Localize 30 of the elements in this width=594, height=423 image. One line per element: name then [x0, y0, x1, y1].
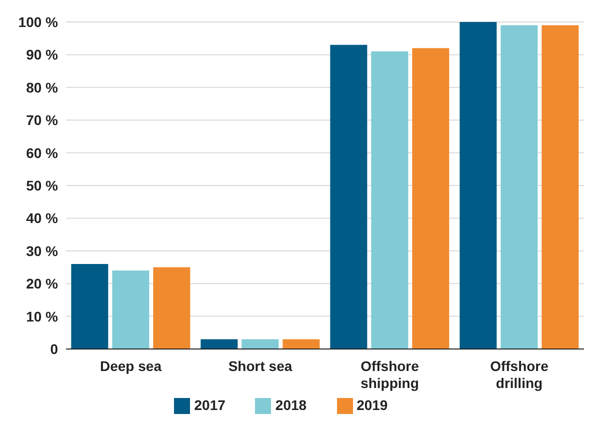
x-tick-label: Deep sea — [100, 358, 162, 374]
bar — [371, 51, 408, 349]
bar — [242, 339, 279, 349]
y-tick-label: 0 — [50, 340, 58, 357]
y-tick-label: 90 % — [26, 46, 59, 63]
y-tick-label: 100 % — [18, 14, 59, 30]
x-tick-label: Offshore shipping — [360, 358, 420, 391]
y-tick-label: 20 % — [26, 276, 59, 292]
bar — [542, 25, 579, 349]
y-tick-label: 60 % — [26, 144, 59, 161]
legend-label: 2017 — [194, 397, 226, 413]
y-tick-label: 70 % — [26, 112, 59, 128]
y-tick-label: 80 % — [26, 79, 59, 96]
bar — [112, 270, 150, 349]
bar — [330, 44, 368, 349]
bar — [200, 339, 238, 349]
legend-label: 2019 — [356, 397, 388, 413]
bar — [412, 48, 450, 349]
bar — [282, 339, 320, 349]
y-tick-label: 10 % — [26, 308, 59, 324]
bar — [71, 264, 108, 349]
x-tick-label: Offshore drilling — [490, 358, 549, 391]
bar — [460, 22, 497, 349]
y-tick-label: 50 % — [26, 177, 59, 194]
y-tick-label: 40 % — [26, 210, 59, 226]
x-tick-label: Short sea — [228, 358, 292, 374]
legend-label: 2018 — [275, 397, 307, 413]
bar — [153, 267, 190, 349]
bar — [500, 25, 538, 349]
y-tick-label: 30 % — [26, 242, 59, 259]
